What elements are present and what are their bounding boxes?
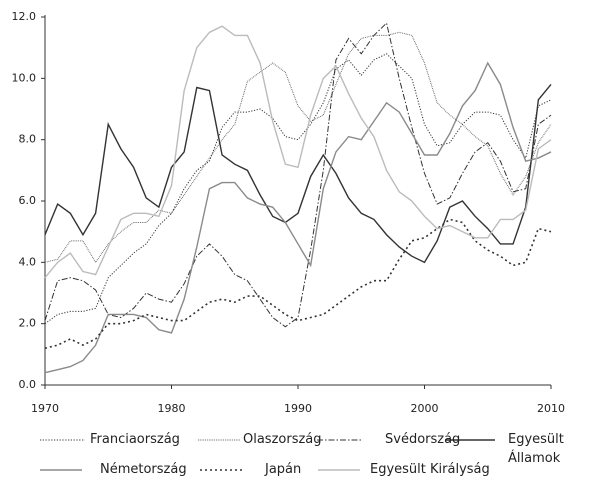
y-tick-label: 2.0 [19, 317, 37, 330]
x-tick-label: 2000 [411, 402, 439, 415]
legend-label: Egyesült Királyság [370, 462, 490, 477]
y-tick-label: 4.0 [19, 255, 37, 268]
y-tick-label: 10.0 [12, 71, 37, 84]
x-tick-label: 1980 [158, 402, 186, 415]
legend-label: Japán [265, 462, 302, 477]
series-line [44, 218, 552, 349]
series-line [44, 61, 552, 374]
series-line [44, 53, 552, 325]
legend-label: Svédország [385, 432, 461, 447]
y-tick-label: 12.0 [12, 10, 37, 23]
series-line [44, 22, 552, 328]
legend-label: Egyesült Államok [508, 432, 564, 466]
y-tick-label: 0.0 [19, 378, 37, 391]
x-tick-label: 2010 [537, 402, 565, 415]
series-line [44, 84, 552, 264]
series-line [44, 25, 552, 279]
legend-label: Németország [100, 462, 187, 477]
series-line [44, 31, 552, 264]
legend-label: Franciaország [90, 432, 180, 447]
x-tick-label: 1990 [284, 402, 312, 415]
legend-label: Olaszország [243, 432, 322, 447]
y-tick-label: 6.0 [19, 194, 37, 207]
y-tick-label: 8.0 [19, 133, 37, 146]
x-tick-label: 1970 [31, 402, 59, 415]
